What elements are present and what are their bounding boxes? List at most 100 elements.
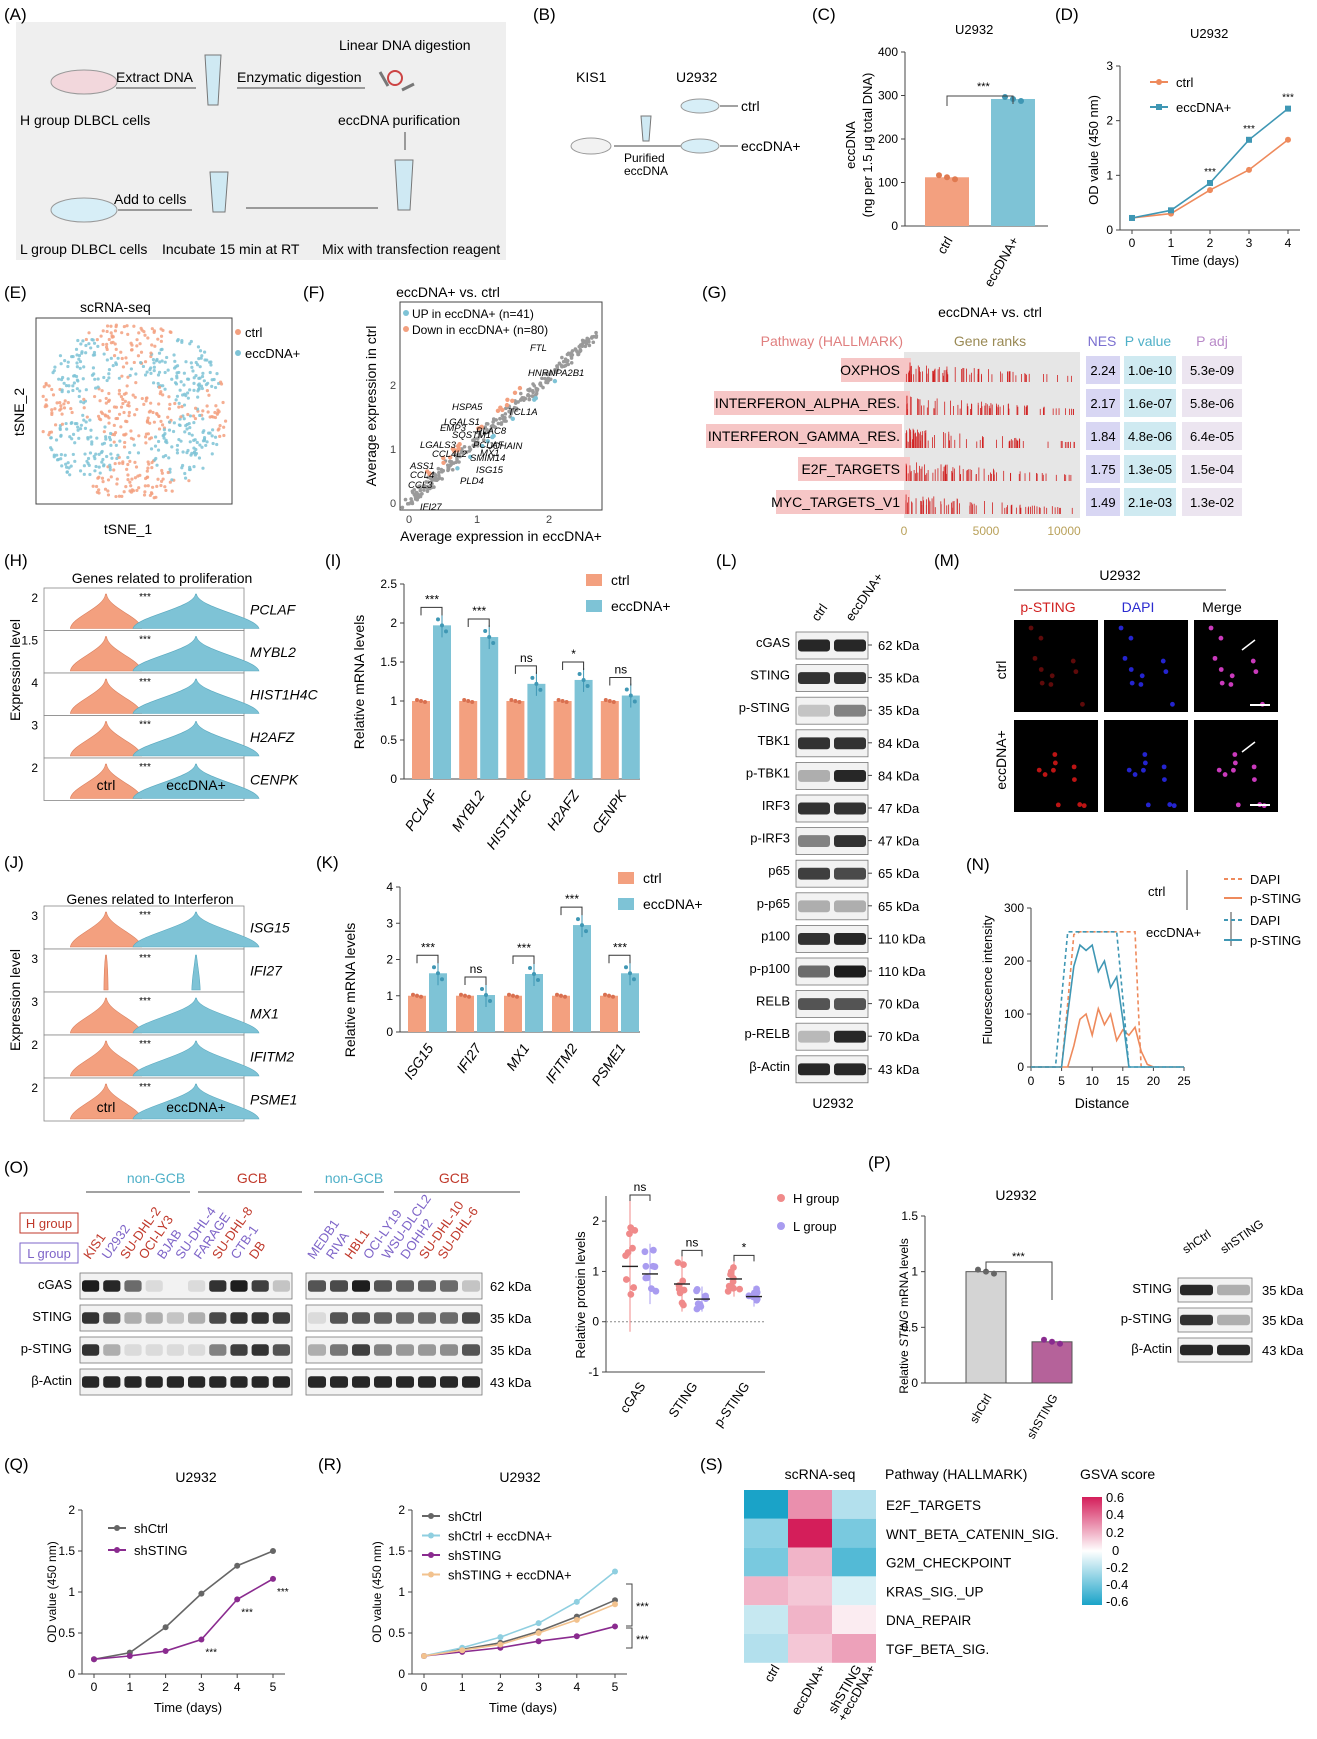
tsne-point [84, 388, 88, 392]
g-padj-cell [1182, 488, 1242, 516]
tsne-point [94, 452, 98, 456]
tsne-point [128, 480, 132, 484]
f-point-up [510, 416, 515, 422]
o-band [462, 1312, 480, 1324]
o-band [374, 1376, 392, 1388]
tsne-point [58, 426, 62, 430]
tube-icon [394, 159, 414, 211]
tsne-point [152, 365, 156, 369]
r-point [535, 1620, 542, 1627]
g-h-nes: NES [1088, 333, 1117, 349]
tsne-point [114, 325, 118, 329]
g-pathway-bg [776, 490, 910, 514]
panel-l-label: (L) [716, 551, 737, 570]
m-cell-dot [1170, 701, 1175, 707]
tsne-point [105, 378, 109, 383]
tsne-point [123, 440, 127, 445]
tsne-point [126, 462, 130, 467]
tsne-point [127, 414, 131, 418]
panel-c: (C) U2932 eccDNA (ng per 1.5 μg total DN… [812, 5, 1048, 289]
f-gene-label: SQSTM1 [452, 430, 491, 441]
d-y-tick-label: 0 [1106, 223, 1113, 237]
tsne-point [49, 436, 53, 440]
o-band [272, 1344, 290, 1356]
p-point [975, 1266, 981, 1273]
f-point [489, 427, 493, 432]
l-band-name: IRF3 [762, 798, 790, 813]
r-legend: shSTING [448, 1548, 501, 1563]
violin-ctrl [103, 954, 109, 991]
o-lgroup: L group [27, 1246, 71, 1261]
tsne-point [112, 423, 116, 427]
p-point [1041, 1336, 1047, 1343]
f-point [583, 344, 588, 349]
l-band-name: p65 [768, 863, 790, 878]
violin-gene-label: PCLAF [250, 601, 297, 617]
tsne-point [160, 471, 164, 475]
tsne-point [136, 451, 141, 455]
m-cell-dot [1250, 658, 1256, 664]
f-gene-label: PCLAF [473, 440, 505, 451]
tsne-point [100, 442, 105, 446]
violin-gene-label: ISG15 [250, 920, 290, 936]
l-kda: 35 kDa [878, 703, 920, 718]
tsne-point [60, 422, 65, 426]
tsne-point [129, 436, 134, 440]
k-bar [552, 995, 570, 1032]
o-band [145, 1312, 163, 1324]
o-point [693, 1285, 701, 1293]
f-gene-label: MX1 [480, 448, 500, 459]
tsne-point [91, 338, 95, 342]
o-band [124, 1312, 142, 1324]
l-band [834, 802, 866, 815]
m-cell-dot [1038, 635, 1044, 641]
g-pathway-bg [798, 457, 910, 481]
violin-y-tick: 2 [31, 761, 38, 775]
tsne-point [63, 358, 67, 363]
j-xecc: eccDNA+ [166, 1099, 226, 1115]
o-point [622, 1276, 630, 1283]
panel-k: (K) Relative mRNA levels ctrl eccDNA+ 01… [316, 853, 703, 1089]
tsne-point [181, 450, 185, 454]
i-bar [433, 625, 451, 779]
g-p-cell [1124, 389, 1176, 417]
f-point [530, 389, 535, 393]
tsne-point [197, 387, 201, 391]
b-ecc: eccDNA+ [741, 138, 801, 154]
tsne-point [126, 375, 130, 379]
violin-sig: *** [139, 1082, 151, 1093]
i-y-tick-label: 2 [390, 616, 397, 630]
o-sig: * [742, 1240, 747, 1254]
tsne-point [114, 405, 119, 409]
tsne-point [174, 398, 178, 402]
f-point [538, 382, 542, 386]
f-gene-label: JCHAIN [487, 441, 522, 452]
i-point [462, 698, 467, 702]
o-band [418, 1280, 436, 1292]
i-point [470, 700, 475, 704]
tsne-point [101, 479, 105, 484]
tsne-point [51, 393, 56, 397]
f-point [566, 351, 571, 356]
g-h-p: P value [1125, 333, 1172, 349]
tsne-point [135, 344, 139, 348]
m-r1: ctrl [993, 661, 1009, 680]
k-x-label: ISG15 [401, 1040, 437, 1082]
tsne-point [84, 343, 88, 348]
m-cell-dot [1055, 802, 1061, 808]
tsne-point [115, 477, 119, 481]
b-purified: Purified [624, 151, 665, 165]
tsne-point [124, 432, 128, 436]
tsne-point [182, 371, 186, 375]
tsne-point [208, 431, 212, 435]
violin-y-tick: 3 [31, 995, 38, 1009]
legend-marker [1156, 79, 1162, 85]
violin-gene-label: HIST1H4C [250, 686, 319, 702]
tsne-point [115, 416, 120, 421]
tsne-point [209, 360, 213, 364]
o-sig: ns [686, 1235, 699, 1249]
m-image [1104, 720, 1188, 812]
tsne-point [127, 401, 131, 405]
tsne-point [169, 330, 173, 334]
